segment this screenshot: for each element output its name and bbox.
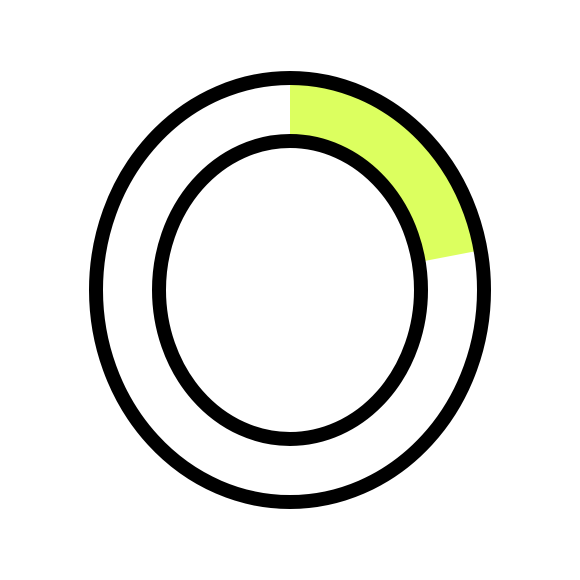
inner-ring-outline (159, 141, 421, 439)
